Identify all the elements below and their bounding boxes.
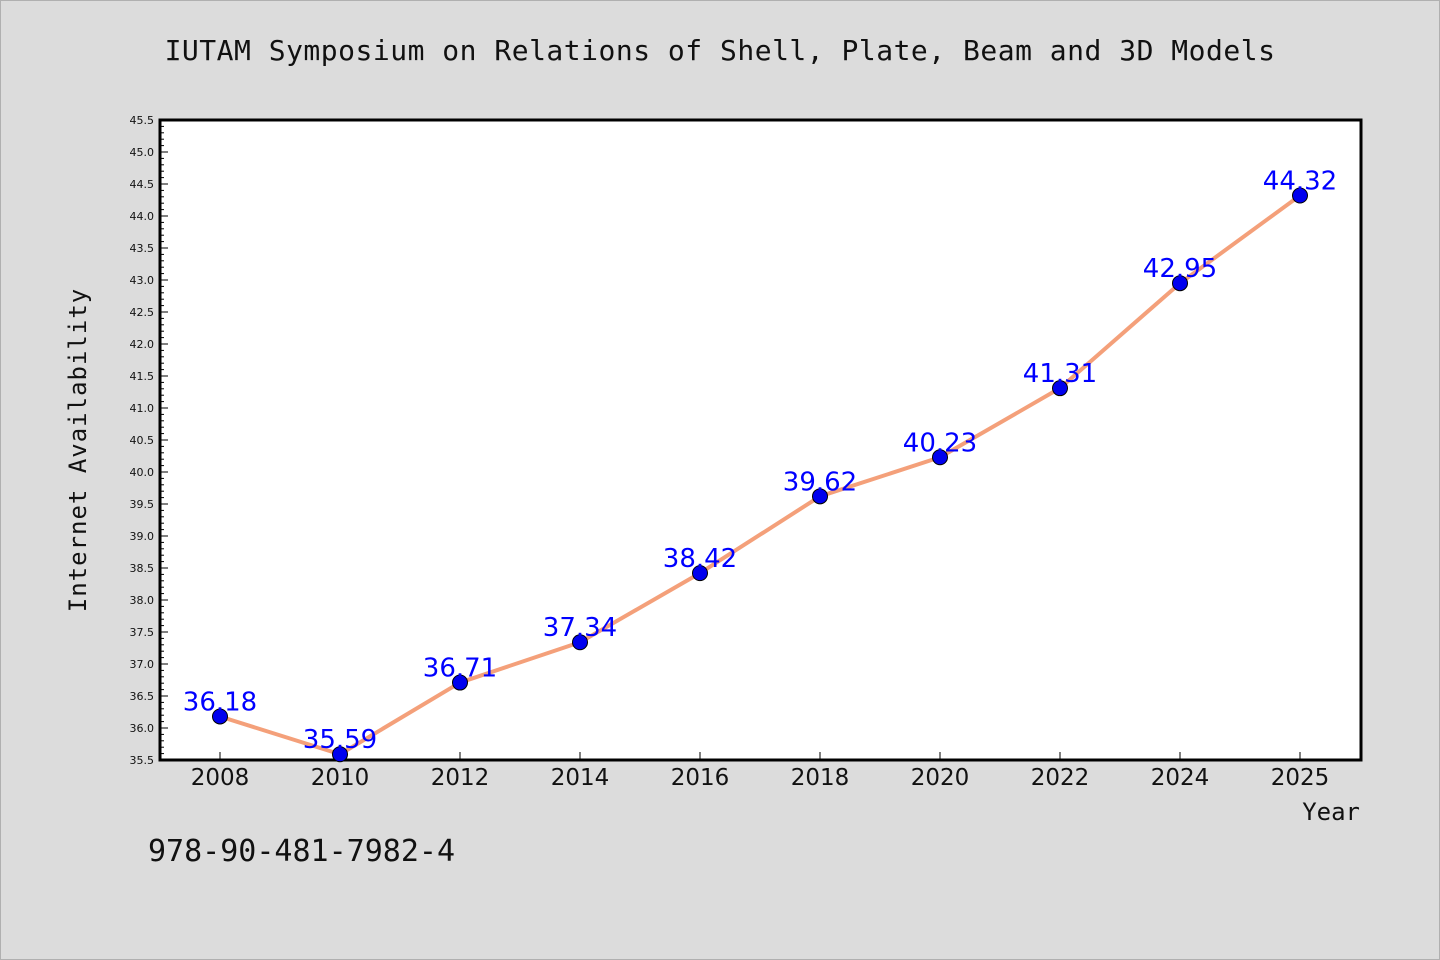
data-label: 44.32: [1263, 167, 1337, 197]
data-point: [692, 565, 708, 582]
y-tick-label: 40.5: [130, 434, 155, 447]
data-point: [1172, 275, 1188, 292]
x-tick-label: 2020: [911, 765, 970, 791]
series-layer: 36.18 35.59 36.71 37.34 38.42 39.62 40.23 41.31…: [183, 167, 1337, 763]
data-label: 41.31: [1023, 359, 1097, 389]
y-tick-label: 40.0: [130, 466, 155, 479]
y-tick-label: 37.0: [130, 658, 155, 671]
data-point: [1292, 187, 1308, 204]
x-axis-ticks: 2008 2010 2012 2014 2016 2018 2020 2022 2024 2025: [191, 752, 1330, 791]
y-tick-label: 43.0: [130, 274, 155, 287]
series-line: [219, 193, 1302, 757]
y-tick-label: 45.5: [130, 114, 155, 127]
y-tick-label: 38.0: [130, 594, 155, 607]
y-tick-label: 37.5: [130, 626, 155, 639]
data-label: 36.18: [183, 687, 257, 717]
y-tick-label: 43.5: [130, 242, 155, 255]
isbn-text: 978-90-481-7982-4: [148, 834, 456, 869]
y-tick-label: 41.0: [130, 402, 155, 415]
y-tick-label: 39.5: [130, 498, 155, 511]
data-point: [932, 449, 948, 466]
x-tick-label: 2024: [1151, 765, 1210, 791]
y-tick-label: 41.5: [130, 370, 155, 383]
x-tick-label: 2014: [551, 765, 610, 791]
x-axis-label: Year: [1302, 798, 1360, 826]
plot-area: [158, 118, 1363, 762]
y-tick-label: 39.0: [130, 530, 155, 543]
data-label: 38.42: [663, 544, 737, 574]
x-tick-label: 2025: [1271, 765, 1330, 791]
x-tick-label: 2008: [191, 765, 250, 791]
data-point: [332, 746, 348, 763]
data-point: [572, 634, 588, 651]
data-label: 40.23: [903, 428, 977, 458]
x-tick-label: 2010: [311, 765, 370, 791]
data-point: [1052, 380, 1068, 397]
chart-title: IUTAM Symposium on Relations of Shell, P…: [164, 34, 1276, 67]
y-tick-label: 36.0: [130, 722, 155, 735]
data-label: 36.71: [423, 654, 497, 684]
data-label: 39.62: [783, 467, 857, 497]
data-point: [452, 674, 468, 691]
y-tick-label: 42.5: [130, 306, 155, 319]
y-tick-label: 38.5: [130, 562, 155, 575]
data-label: 35.59: [303, 725, 377, 755]
y-tick-label: 35.5: [130, 754, 155, 767]
y-tick-label: 44.5: [130, 178, 155, 191]
y-axis-ticks: 35.5 36.0 36.5 37.0 37.5 38.0 38.5 39.0 39.5 40.0…: [130, 114, 168, 767]
data-label: 42.95: [1143, 254, 1217, 284]
data-point: [812, 488, 828, 505]
y-tick-label: 36.5: [130, 690, 155, 703]
x-tick-label: 2022: [1031, 765, 1090, 791]
y-axis-label: Internet Availability: [64, 288, 92, 612]
data-point: [212, 708, 228, 725]
y-tick-label: 45.0: [130, 146, 155, 159]
x-tick-label: 2018: [791, 765, 850, 791]
x-tick-label: 2012: [431, 765, 490, 791]
y-tick-label: 42.0: [130, 338, 155, 351]
x-tick-label: 2016: [671, 765, 730, 791]
data-label: 37.34: [543, 613, 617, 643]
y-tick-label: 44.0: [130, 210, 155, 223]
